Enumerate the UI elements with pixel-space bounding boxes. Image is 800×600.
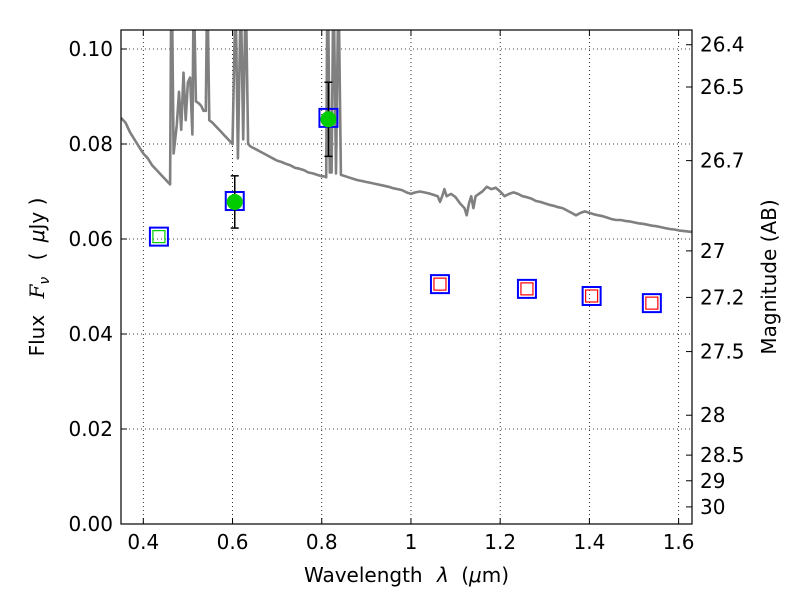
y2-tick-label: 26.4	[700, 33, 745, 57]
x-tick-label: 0.6	[217, 530, 249, 554]
y-axis-label: Flux Fν ( μJy )	[25, 198, 54, 357]
plot-area	[121, 30, 692, 234]
y2-tick-label: 28.5	[700, 443, 745, 467]
y-tick-label: 0.02	[68, 417, 113, 441]
x-axis-label: Wavelength λ (μm)	[304, 563, 509, 587]
x-axis-label-unit-open: (	[461, 563, 469, 587]
measured-flux-point	[226, 193, 243, 210]
y2-tick-label: 30	[700, 495, 725, 519]
secondary-y-axis-label: Magnitude (AB)	[757, 199, 781, 354]
x-axis-label-unit-rest: m)	[482, 563, 509, 587]
x-tick-label: 0.8	[306, 530, 338, 554]
model-photometry-square	[581, 286, 602, 306]
x-tick-label: 0.4	[127, 530, 159, 554]
y-tick-label: 0.08	[68, 132, 113, 156]
y-axis-label-unit-mu: μ	[25, 229, 49, 243]
axis-ticks: 0.4 0.6 0.8 1 1.2 1.4 1.6 0.00 0.02 0.04 0.06 0.08 0…	[68, 30, 745, 554]
upper-limit-square	[645, 296, 659, 310]
y-axis-label-symbol-sub: ν	[37, 277, 53, 285]
y2-tick-label: 28	[700, 403, 725, 427]
y2-tick-label: 27.2	[700, 285, 745, 309]
y-tick-label: 0.06	[68, 227, 113, 251]
y-tick-label: 0.10	[68, 37, 113, 61]
x-axis-label-unit-mu: μ	[468, 563, 482, 587]
plot-frame	[120, 29, 693, 525]
y2-tick-label: 27.5	[700, 340, 745, 364]
x-tick-label: 1.4	[573, 530, 605, 554]
y2-tick-label: 29	[700, 469, 725, 493]
x-axis-label-text: Wavelength	[304, 563, 423, 587]
y-tick-label: 0.00	[68, 512, 113, 536]
x-axis-label-symbol: λ	[436, 563, 449, 587]
y-axis-label-symbol: F	[25, 283, 49, 299]
upper-limit-square	[520, 282, 534, 296]
model-sed-line	[121, 30, 692, 234]
x-tick-label: 1	[405, 530, 418, 554]
y-tick-label: 0.04	[68, 322, 113, 346]
y-axis-label-unit-rest: Jy )	[25, 198, 49, 232]
x-tick-label: 1.6	[663, 530, 695, 554]
model-photometry-square	[429, 274, 450, 295]
markers	[148, 81, 662, 314]
model-photometry-square	[516, 278, 537, 299]
upper-limit-square	[152, 230, 166, 244]
model-photometry-square	[641, 293, 662, 314]
model-photometry-square	[148, 226, 169, 247]
upper-limit-square	[585, 289, 599, 303]
y2-tick-label: 26.7	[700, 149, 745, 173]
y-axis-label-unit-open: (	[25, 253, 49, 261]
y-axis-label-text: Flux	[25, 315, 49, 357]
measured-flux-point	[320, 111, 337, 128]
upper-limit-square	[433, 277, 447, 291]
y2-tick-label: 26.5	[700, 75, 745, 99]
x-tick-label: 1.2	[484, 530, 516, 554]
y2-tick-label: 27	[700, 239, 725, 263]
